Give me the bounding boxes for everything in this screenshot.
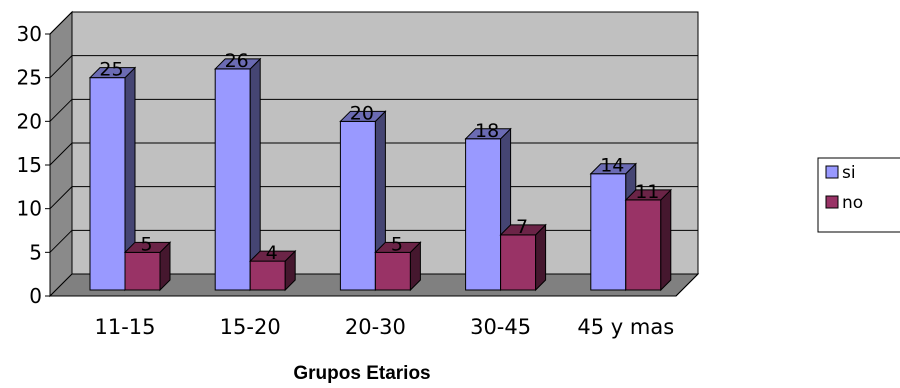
bar-si-4 xyxy=(590,173,627,291)
data-label: 7 xyxy=(516,216,528,238)
bar-top-no-1 xyxy=(248,250,297,262)
y-tick-label: 30 xyxy=(17,22,42,46)
bar-side-no-4 xyxy=(660,188,672,292)
data-label: 25 xyxy=(99,59,123,81)
y-tick-label: 5 xyxy=(29,240,42,264)
y-tick-label: 20 xyxy=(17,109,42,133)
bar-side-no-3 xyxy=(535,223,547,292)
floor-edge xyxy=(675,273,699,297)
bar-top-si-2 xyxy=(339,110,387,122)
bar-top-no-2 xyxy=(374,241,422,253)
bar-top-si-3 xyxy=(464,128,512,140)
bar-top-si-1 xyxy=(213,58,262,70)
legend-swatch-no xyxy=(825,195,839,209)
legend: si no xyxy=(817,157,900,233)
data-label: 11 xyxy=(635,181,659,203)
data-label: 14 xyxy=(600,155,624,177)
bar-no-0 xyxy=(124,251,161,291)
y-tick-label: 15 xyxy=(17,153,42,177)
data-label: 5 xyxy=(140,233,152,255)
bar-no-3 xyxy=(500,234,537,291)
y-tick-label: 25 xyxy=(17,66,42,90)
legend-label-no: no xyxy=(842,193,863,213)
bar-top-si-0 xyxy=(88,67,137,79)
gridline xyxy=(49,11,698,35)
y-tick-label: 0 xyxy=(29,284,42,308)
data-label: 26 xyxy=(225,50,249,72)
bars xyxy=(88,57,673,292)
legend-swatch-si xyxy=(825,165,839,179)
x-axis-title: Grupos Etarios xyxy=(293,363,430,384)
bar-top-no-3 xyxy=(499,224,547,236)
bar-no-2 xyxy=(374,251,411,291)
x-tick-label: 45 y mas xyxy=(577,315,674,339)
gridline xyxy=(49,55,698,79)
legend-label-si: si xyxy=(842,163,856,183)
x-tick-label: 11-15 xyxy=(94,315,155,339)
x-tick-label: 30-45 xyxy=(470,315,531,339)
data-label: 5 xyxy=(391,233,403,255)
y-tick-label: 10 xyxy=(17,197,42,221)
bar-top-no-4 xyxy=(624,189,673,201)
bar-si-1 xyxy=(214,68,251,291)
x-tick-label: 15-20 xyxy=(220,315,281,339)
x-tick-label: 20-30 xyxy=(345,315,406,339)
bar-top-no-0 xyxy=(123,241,172,253)
bar-si-0 xyxy=(89,77,126,291)
bar-no-1 xyxy=(249,260,286,291)
bar-si-2 xyxy=(339,120,376,291)
axes: 0 5 10 15 20 25 30 xyxy=(17,22,699,308)
bar-top-si-4 xyxy=(589,163,638,175)
bar-no-4 xyxy=(625,199,662,291)
bar-si-3 xyxy=(465,138,502,291)
labels: 25 5 11-15 26 4 15-20 20 5 20-30 18 7 30-45 14 11 45 y… xyxy=(94,50,674,339)
gridline xyxy=(49,98,698,122)
data-label: 20 xyxy=(350,102,374,124)
data-label: 4 xyxy=(266,242,278,264)
data-label: 18 xyxy=(475,120,499,142)
